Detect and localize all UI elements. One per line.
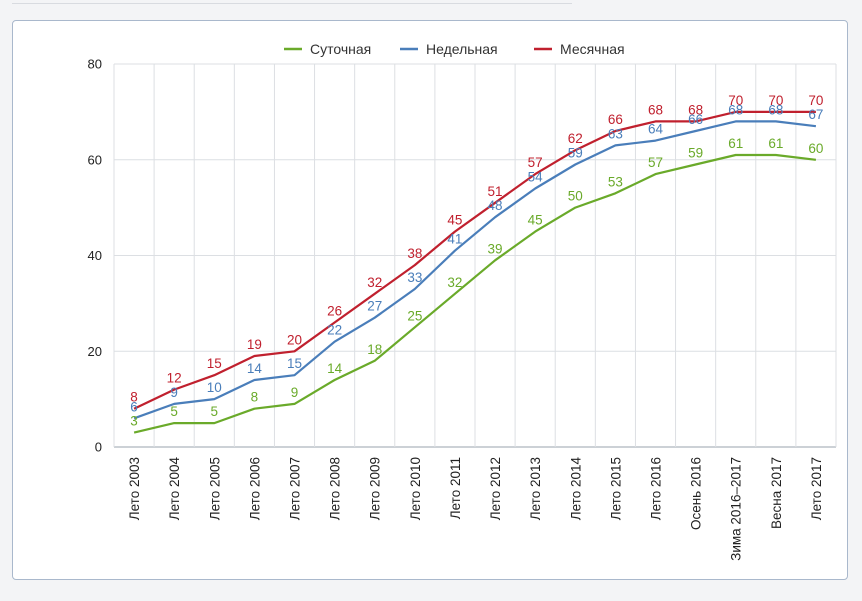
data-label: 57: [648, 155, 663, 170]
data-label: 5: [211, 404, 219, 419]
x-tick-label: Лето 2007: [288, 457, 303, 520]
data-label: 38: [407, 246, 422, 261]
data-label: 18: [367, 342, 382, 357]
data-label: 27: [367, 299, 382, 314]
y-axis: 0 20 40 60 80: [88, 57, 102, 455]
x-tick-label: Лето 2014: [568, 457, 583, 521]
data-label: 26: [327, 304, 342, 319]
data-label: 9: [170, 385, 178, 400]
data-label: 57: [528, 155, 543, 170]
data-label: 67: [808, 107, 823, 122]
data-label: 8: [130, 390, 138, 405]
x-tick-label: Лето 2011: [448, 457, 463, 519]
data-label: 5: [170, 404, 178, 419]
x-tick-label: Лето 2015: [608, 457, 623, 520]
legend-label: Недельная: [426, 41, 498, 57]
data-label: 70: [808, 93, 823, 108]
data-label: 32: [447, 275, 462, 290]
series-line: [133, 120, 817, 420]
data-label: 64: [648, 122, 664, 137]
data-label: 14: [247, 361, 263, 376]
y-tick-label: 80: [88, 57, 102, 72]
legend: Суточная Недельная Месячная: [284, 41, 625, 57]
legend-label: Месячная: [560, 41, 625, 57]
data-label: 12: [167, 371, 182, 386]
data-label: 68: [688, 102, 703, 117]
chart-panel: [12, 20, 848, 580]
data-label: 54: [528, 169, 544, 184]
series-lines: [133, 110, 817, 434]
data-label: 68: [728, 102, 743, 117]
data-label: 33: [407, 270, 422, 285]
y-tick-label: 40: [88, 248, 102, 263]
x-tick-label: Лето 2003: [127, 457, 142, 520]
data-label: 53: [608, 174, 623, 189]
x-tick-label: Лето 2013: [528, 457, 543, 520]
data-label: 66: [608, 112, 623, 127]
x-tick-label: Лето 2010: [408, 457, 423, 520]
data-label: 22: [327, 323, 342, 338]
legend-label: Суточная: [310, 41, 371, 57]
data-label: 61: [768, 136, 783, 151]
data-label: 51: [488, 184, 503, 199]
data-label: 48: [488, 198, 503, 213]
data-label: 45: [528, 213, 543, 228]
x-tick-label: Осень 2016: [689, 457, 704, 530]
data-label: 6: [130, 399, 138, 414]
data-label: 70: [768, 93, 783, 108]
data-label: 32: [367, 275, 382, 290]
data-label: 66: [688, 112, 703, 127]
data-label: 62: [568, 131, 583, 146]
data-label: 50: [568, 189, 583, 204]
x-tick-label: Лето 2009: [368, 457, 383, 520]
data-label: 3: [130, 414, 138, 429]
grid-lines: [113, 63, 837, 448]
x-tick-label: Зима 2016–2017: [729, 457, 744, 561]
data-label: 59: [688, 146, 703, 161]
data-label: 15: [207, 356, 222, 371]
data-label: 14: [327, 361, 343, 376]
y-tick-label: 60: [88, 152, 102, 167]
x-tick-label: Лето 2004: [167, 457, 182, 521]
data-label: 9: [291, 385, 299, 400]
data-label: 8: [251, 390, 259, 405]
top-divider: [12, 0, 572, 4]
data-label: 60: [808, 141, 823, 156]
y-tick-label: 0: [95, 440, 102, 455]
data-label: 20: [287, 332, 302, 347]
series-line: [133, 153, 817, 434]
data-label: 10: [207, 380, 222, 395]
y-tick-label: 20: [88, 344, 102, 359]
x-tick-label: Лето 2012: [488, 457, 503, 520]
data-label: 15: [287, 356, 302, 371]
x-tick-label: Лето 2005: [207, 457, 222, 520]
data-label: 68: [768, 102, 783, 117]
data-label: 63: [608, 126, 623, 141]
x-tick-label: Лето 2016: [649, 457, 664, 520]
x-tick-label: Лето 2017: [809, 457, 824, 520]
series-line: [133, 110, 816, 410]
data-label: 25: [407, 308, 422, 323]
data-label: 61: [728, 136, 743, 151]
x-axis: Лето 2003 Лето 2004 Лето 2005 Лето 2006 Лето…: [127, 457, 824, 561]
data-label: 68: [648, 102, 663, 117]
data-label: 19: [247, 337, 262, 352]
data-labels: 3 5 5 8 9 14 18 25 32 39 45 50 53 57 59 61 61 60 6 9 10 14 15 2…: [130, 93, 823, 429]
data-label: 59: [568, 146, 583, 161]
data-label: 45: [447, 213, 462, 228]
x-tick-label: Весна 2017: [769, 457, 784, 529]
data-label: 70: [728, 93, 743, 108]
data-label: 39: [488, 241, 503, 256]
x-tick-label: Лето 2006: [247, 457, 262, 520]
x-tick-label: Лето 2008: [328, 457, 343, 520]
data-label: 41: [447, 232, 462, 247]
